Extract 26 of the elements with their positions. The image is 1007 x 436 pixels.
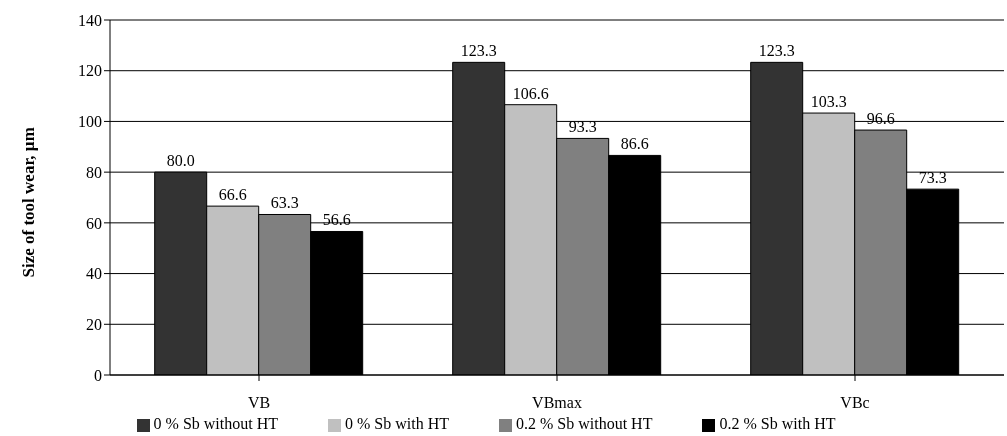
legend-label: 0.2 % Sb without HT bbox=[516, 415, 653, 432]
data-label: 103.3 bbox=[810, 93, 847, 111]
data-label: 66.6 bbox=[218, 186, 247, 204]
y-axis-title: Size of tool wear, µm bbox=[19, 127, 39, 278]
x-tick-label: VBmax bbox=[532, 394, 582, 412]
y-tick-label: 80 bbox=[86, 163, 102, 181]
data-label: 93.3 bbox=[568, 118, 597, 136]
y-tick-label: 140 bbox=[78, 11, 102, 29]
data-label: 123.3 bbox=[758, 42, 795, 60]
data-label: 63.3 bbox=[270, 194, 299, 212]
y-tick-label: 120 bbox=[78, 62, 102, 80]
legend-label: 0 % Sb without HT bbox=[153, 415, 278, 432]
data-label: 86.6 bbox=[620, 135, 649, 153]
legend-label: 0.2 % Sb with HT bbox=[719, 415, 836, 432]
y-tick-label: 0 bbox=[94, 366, 102, 384]
y-tick-label: 60 bbox=[86, 214, 102, 232]
legend-label: 0 % Sb with HT bbox=[345, 415, 449, 432]
y-tick-label: 100 bbox=[78, 113, 102, 131]
data-label: 106.6 bbox=[512, 84, 549, 102]
x-tick-label: VB bbox=[247, 394, 271, 412]
data-label: 73.3 bbox=[918, 169, 947, 187]
y-tick-label: 20 bbox=[86, 315, 102, 333]
data-label: 123.3 bbox=[460, 42, 497, 60]
x-tick-label: VBc bbox=[840, 394, 870, 412]
data-label: 80.0 bbox=[166, 152, 195, 170]
y-tick-label: 40 bbox=[86, 265, 102, 283]
